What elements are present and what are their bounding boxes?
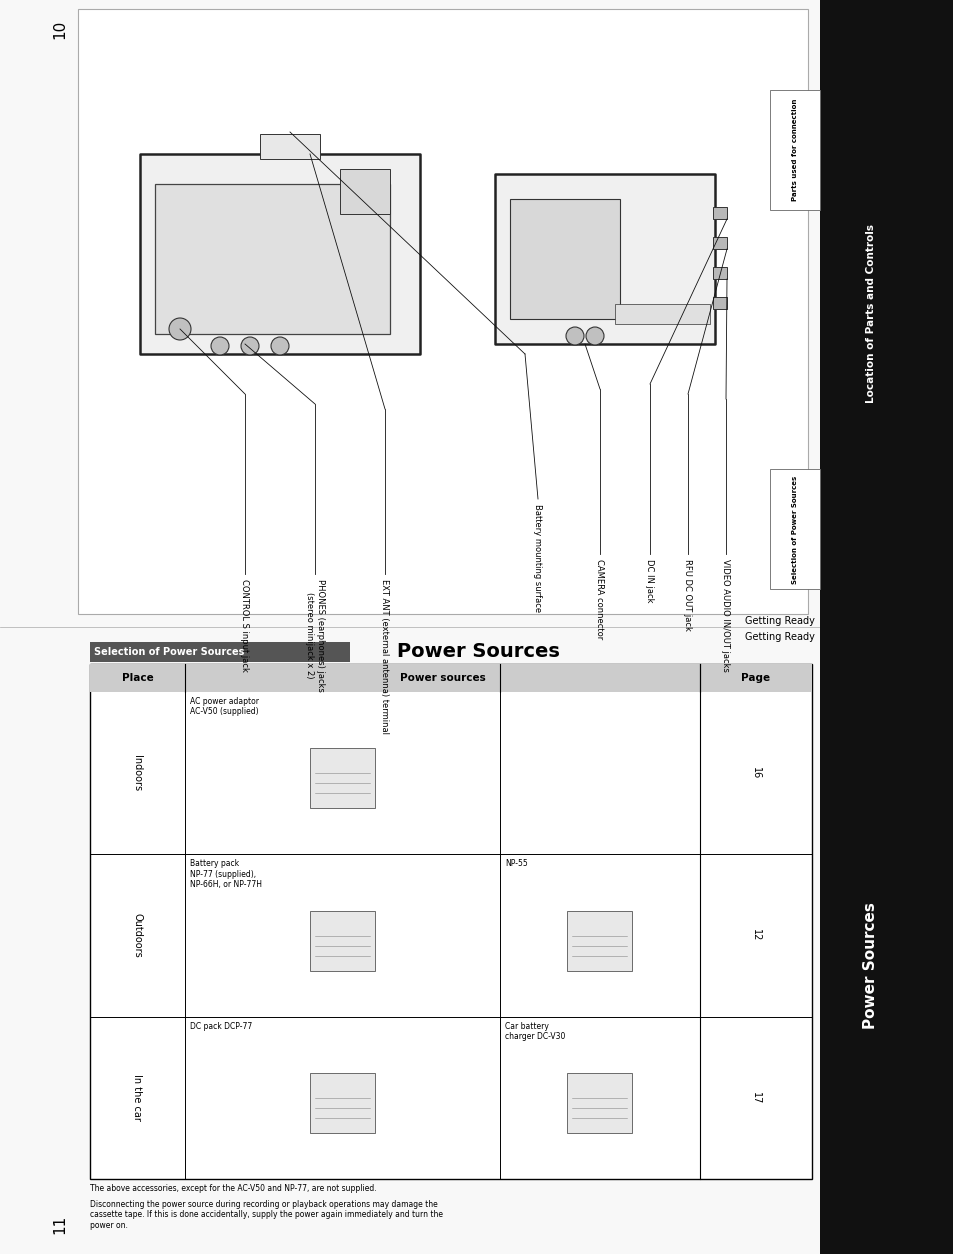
Text: In the car: In the car xyxy=(132,1075,142,1121)
Text: Car battery
charger DC-V30: Car battery charger DC-V30 xyxy=(504,1022,565,1041)
Text: Parts used for connection: Parts used for connection xyxy=(791,99,797,201)
Text: Power sources: Power sources xyxy=(399,673,485,683)
Circle shape xyxy=(211,337,229,355)
Bar xyxy=(712,207,726,219)
Bar xyxy=(90,665,811,692)
Bar xyxy=(90,665,811,1179)
Bar xyxy=(90,642,350,662)
Text: CAMERA connector: CAMERA connector xyxy=(595,559,604,640)
Bar xyxy=(310,910,375,971)
Text: 12: 12 xyxy=(750,929,760,942)
Bar xyxy=(769,469,820,589)
Text: 11: 11 xyxy=(52,1214,68,1234)
Bar xyxy=(712,237,726,250)
Bar xyxy=(154,184,390,334)
Bar xyxy=(769,90,820,209)
Text: Selection of Power Sources: Selection of Power Sources xyxy=(94,647,244,657)
Text: EXT ANT (external antenna) terminal: EXT ANT (external antenna) terminal xyxy=(380,579,389,734)
Bar xyxy=(712,297,726,308)
Text: Getting Ready: Getting Ready xyxy=(744,632,814,642)
Circle shape xyxy=(585,327,603,345)
Bar xyxy=(567,910,632,971)
Text: CONTROL S input jack: CONTROL S input jack xyxy=(240,579,250,672)
Text: Selection of Power Sources: Selection of Power Sources xyxy=(791,475,797,583)
Text: Outdoors: Outdoors xyxy=(132,913,142,958)
Text: VIDEO AUDIO IN/OUT jacks: VIDEO AUDIO IN/OUT jacks xyxy=(720,559,730,672)
Text: Battery mounting surface: Battery mounting surface xyxy=(533,504,542,612)
Bar xyxy=(78,9,807,614)
Bar xyxy=(510,199,619,319)
Text: NP-55: NP-55 xyxy=(504,859,527,868)
Bar xyxy=(310,749,375,808)
Bar xyxy=(820,0,953,1254)
Text: RFU DC OUT jack: RFU DC OUT jack xyxy=(682,559,692,631)
Text: Place: Place xyxy=(121,673,153,683)
Text: Battery pack
NP-77 (supplied),
NP-66H, or NP-77H: Battery pack NP-77 (supplied), NP-66H, o… xyxy=(190,859,262,889)
Text: DC pack DCP-77: DC pack DCP-77 xyxy=(190,1022,252,1031)
Circle shape xyxy=(565,327,583,345)
Bar xyxy=(260,134,319,159)
Circle shape xyxy=(169,319,191,340)
Bar xyxy=(339,169,390,214)
Text: Location of Parts and Controls: Location of Parts and Controls xyxy=(865,224,875,403)
Text: The above accessories, except for the AC-V50 and NP-77, are not supplied.: The above accessories, except for the AC… xyxy=(90,1184,376,1193)
Circle shape xyxy=(241,337,258,355)
Text: AC power adaptor
AC-V50 (supplied): AC power adaptor AC-V50 (supplied) xyxy=(190,697,258,716)
Text: PHONES (earphones) jacks
(stereo minijack x 2): PHONES (earphones) jacks (stereo minijac… xyxy=(305,579,324,692)
Text: Disconnecting the power source during recording or playback operations may damag: Disconnecting the power source during re… xyxy=(90,1200,442,1230)
Bar xyxy=(567,1073,632,1132)
Bar xyxy=(310,1073,375,1132)
Text: Power Sources: Power Sources xyxy=(396,642,559,661)
Bar xyxy=(495,174,714,344)
Text: Indoors: Indoors xyxy=(132,755,142,791)
Text: Getting Ready: Getting Ready xyxy=(744,616,814,626)
Bar xyxy=(140,154,419,354)
Circle shape xyxy=(271,337,289,355)
Text: DC IN jack: DC IN jack xyxy=(645,559,654,602)
Text: Page: Page xyxy=(740,673,770,683)
Text: 16: 16 xyxy=(750,767,760,779)
Text: 17: 17 xyxy=(750,1092,760,1104)
Text: 10: 10 xyxy=(52,19,68,39)
Text: Power Sources: Power Sources xyxy=(862,902,878,1030)
Bar xyxy=(712,267,726,278)
Bar xyxy=(615,303,709,324)
